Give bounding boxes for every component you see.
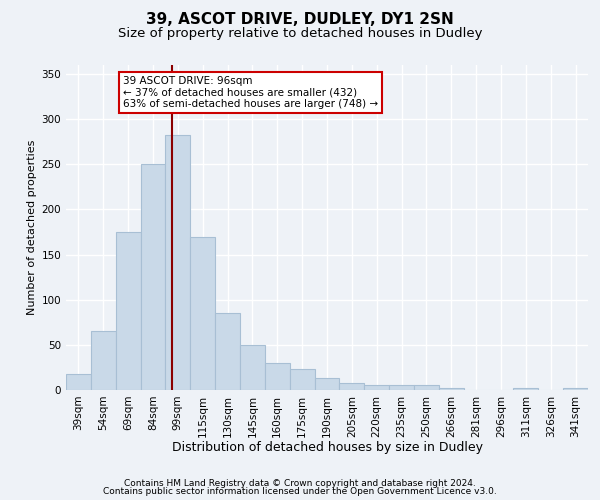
Bar — [91, 332, 116, 390]
Bar — [563, 388, 588, 390]
Text: Size of property relative to detached houses in Dudley: Size of property relative to detached ho… — [118, 28, 482, 40]
Text: Contains public sector information licensed under the Open Government Licence v3: Contains public sector information licen… — [103, 487, 497, 496]
Bar — [439, 388, 464, 390]
Bar — [140, 164, 166, 390]
Bar — [340, 383, 364, 390]
Text: 39 ASCOT DRIVE: 96sqm
← 37% of detached houses are smaller (432)
63% of semi-det: 39 ASCOT DRIVE: 96sqm ← 37% of detached … — [123, 76, 378, 109]
Bar — [364, 384, 389, 390]
Bar — [514, 388, 538, 390]
Bar — [389, 386, 414, 390]
Bar — [116, 232, 140, 390]
Bar — [166, 134, 190, 390]
Bar — [314, 378, 340, 390]
Text: 39, ASCOT DRIVE, DUDLEY, DY1 2SN: 39, ASCOT DRIVE, DUDLEY, DY1 2SN — [146, 12, 454, 28]
X-axis label: Distribution of detached houses by size in Dudley: Distribution of detached houses by size … — [172, 441, 482, 454]
Bar — [190, 236, 215, 390]
Text: Contains HM Land Registry data © Crown copyright and database right 2024.: Contains HM Land Registry data © Crown c… — [124, 478, 476, 488]
Y-axis label: Number of detached properties: Number of detached properties — [27, 140, 37, 315]
Bar — [414, 386, 439, 390]
Bar — [265, 363, 290, 390]
Bar — [240, 345, 265, 390]
Bar — [66, 374, 91, 390]
Bar — [290, 369, 314, 390]
Bar — [215, 314, 240, 390]
